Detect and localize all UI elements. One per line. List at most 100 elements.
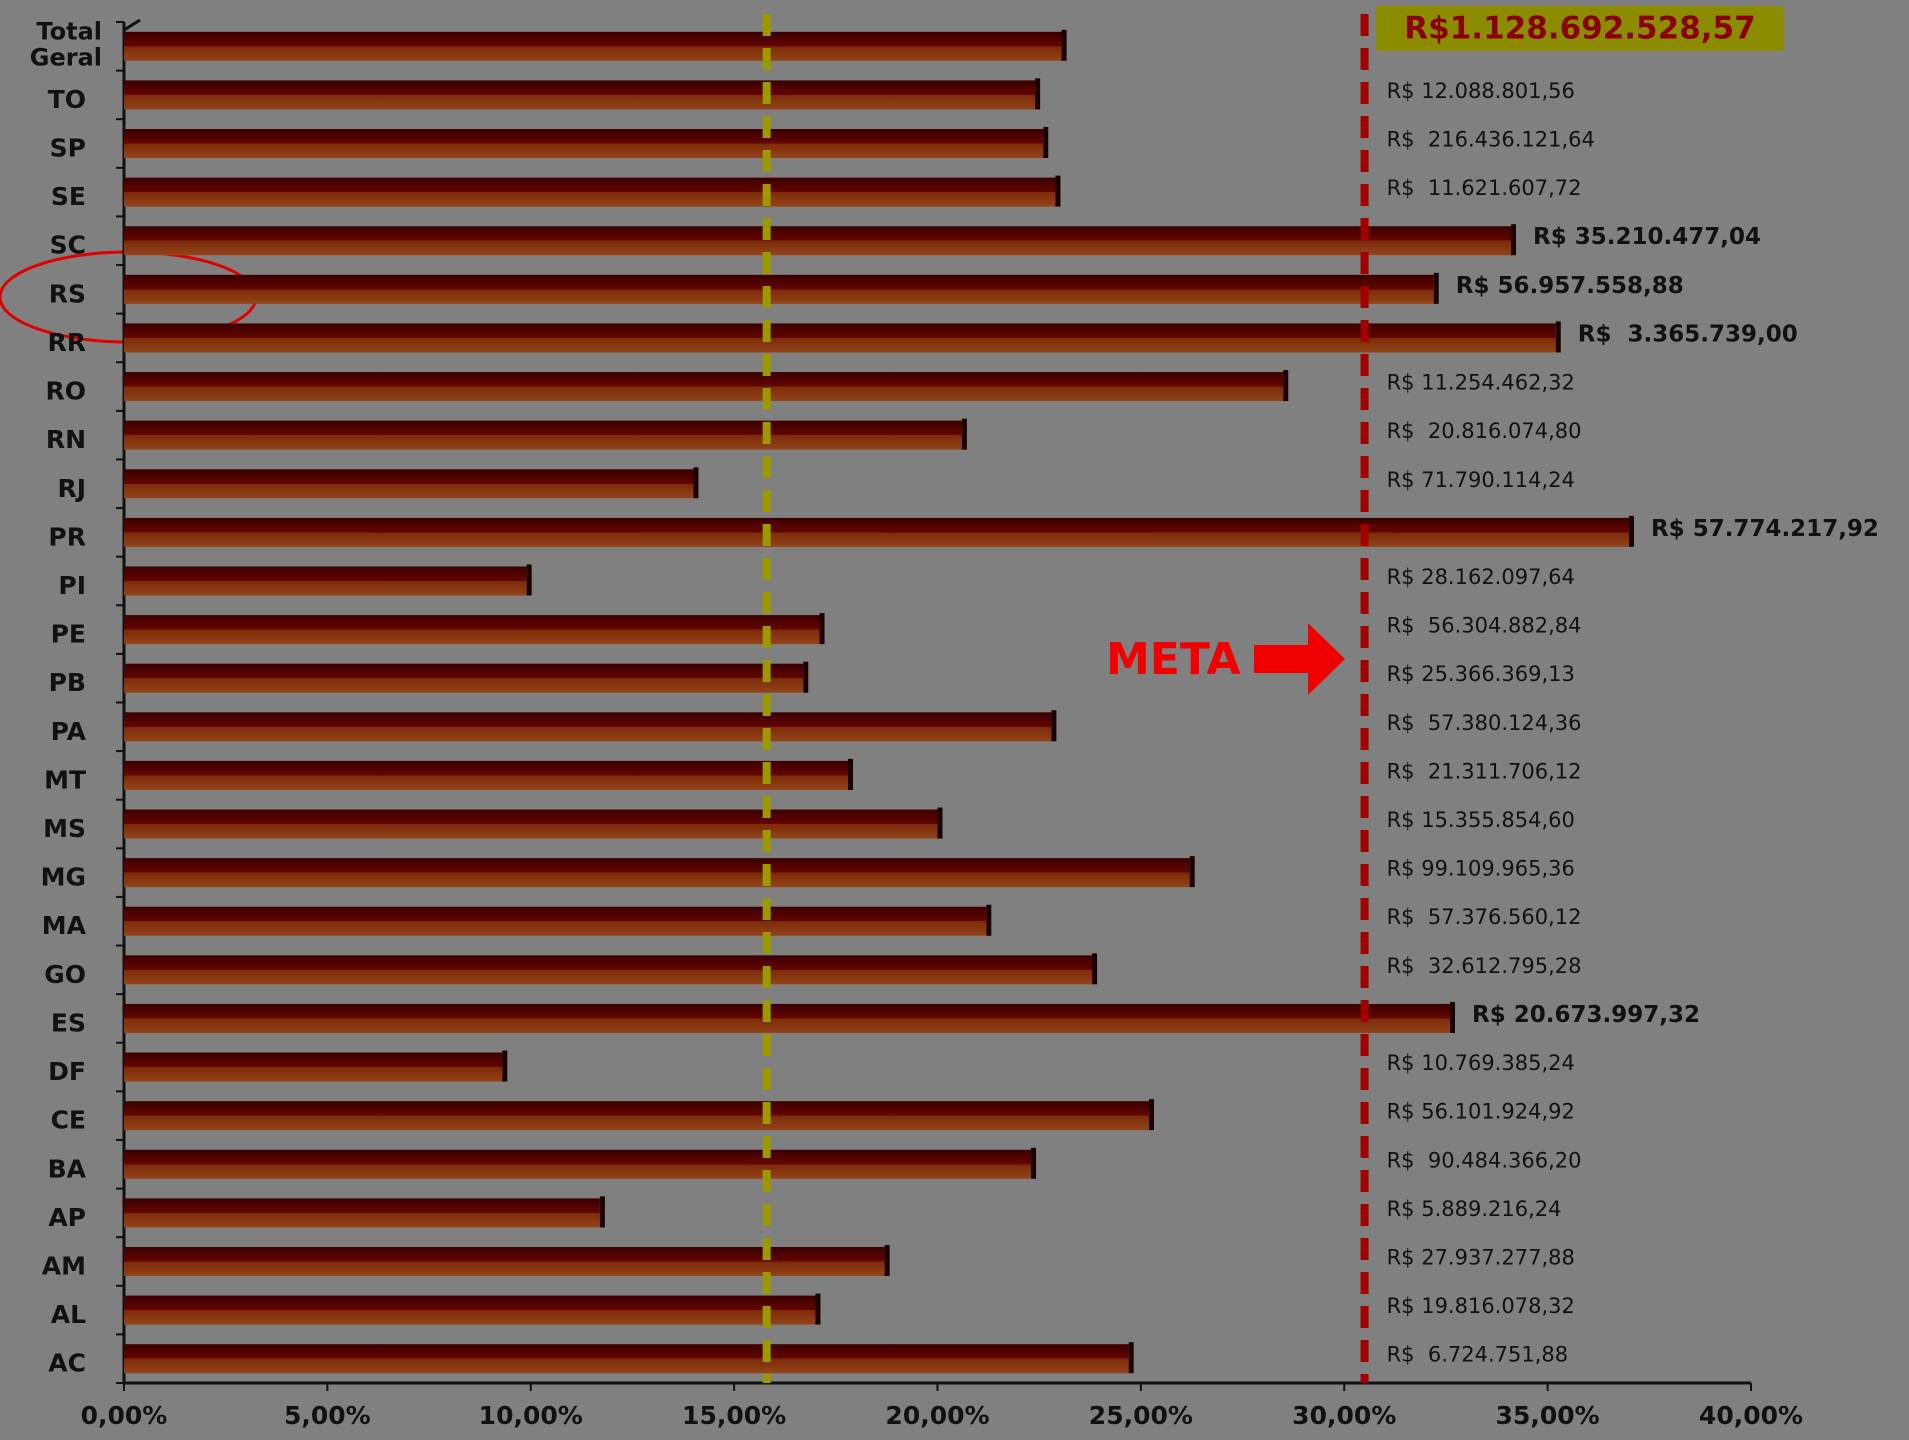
amount-label: R$ 25.366.369,13 xyxy=(1387,662,1575,686)
bar-cap xyxy=(1035,78,1041,110)
amount-label: R$ 57.774.217,92 xyxy=(1651,516,1879,542)
y-tick-label: MA xyxy=(42,911,87,940)
bar xyxy=(124,615,820,645)
amount-label: R$ 19.816.078,32 xyxy=(1387,1294,1575,1318)
y-tick-label: DF xyxy=(48,1057,86,1086)
y-tick-label: AM xyxy=(42,1251,86,1280)
bar xyxy=(124,955,1093,985)
bar xyxy=(124,420,962,450)
y-tick-label: AL xyxy=(51,1300,86,1329)
y-tick-label: RS xyxy=(49,279,86,308)
amount-label: R$ 11.254.462,32 xyxy=(1387,371,1575,395)
x-tick-label: 40,00% xyxy=(1699,1401,1803,1430)
bar-cap xyxy=(1092,953,1098,985)
amount-label: R$ 99.109.965,36 xyxy=(1387,857,1575,881)
meta-arrow xyxy=(1254,623,1345,695)
bar xyxy=(124,858,1190,888)
bar xyxy=(124,1003,1451,1033)
bar xyxy=(124,469,694,499)
bar-cap xyxy=(1450,1001,1456,1033)
amount-label: R$ 10.769.385,24 xyxy=(1387,1051,1575,1075)
y-tick-label: AC xyxy=(48,1349,86,1378)
y-tick-label: TO xyxy=(48,85,86,114)
amount-label: R$ 90.484.366,20 xyxy=(1387,1148,1582,1172)
bar-cap xyxy=(937,807,943,839)
amount-label: R$ 3.365.739,00 xyxy=(1578,321,1798,347)
amount-label: R$ 20.673.997,32 xyxy=(1472,1002,1700,1028)
bar xyxy=(124,809,938,839)
y-tick-label: ES xyxy=(51,1008,86,1037)
bar xyxy=(124,31,1062,61)
bar-cap xyxy=(986,904,992,936)
amount-label: R$ 57.380.124,36 xyxy=(1387,711,1582,735)
x-tick-label: 30,00% xyxy=(1292,1401,1396,1430)
bar-cap xyxy=(1149,1099,1155,1131)
amount-label: R$ 56.304.882,84 xyxy=(1387,614,1582,638)
bar-cap xyxy=(502,1050,508,1082)
y-tick-label: PB xyxy=(49,668,86,697)
y-tick-label: PR xyxy=(48,522,86,551)
y-tick-label: BA xyxy=(48,1154,87,1183)
bar-cap xyxy=(693,467,699,499)
y-tick-label: RR xyxy=(47,328,86,357)
bar xyxy=(124,517,1629,547)
bar xyxy=(124,1052,503,1082)
bar-cap xyxy=(848,758,854,790)
y-tick-label-line: Geral xyxy=(30,43,102,71)
y-tick-label: MT xyxy=(44,765,86,794)
y-tick-label: PI xyxy=(58,571,86,600)
x-tick-label: 10,00% xyxy=(479,1401,583,1430)
meta-label: META xyxy=(1106,634,1241,685)
amount-label: R$ 15.355.854,60 xyxy=(1387,808,1575,832)
bar xyxy=(124,566,527,596)
bar xyxy=(124,1295,816,1325)
bar-cap xyxy=(1055,175,1061,207)
bar xyxy=(124,1101,1150,1131)
bar-cap xyxy=(1283,370,1289,402)
y-tick-label-line: Total xyxy=(36,17,102,45)
total-label-box xyxy=(1376,6,1784,51)
bar xyxy=(124,80,1036,110)
y-tick-label: AP xyxy=(48,1203,86,1232)
bar-cap xyxy=(884,1244,890,1276)
x-tick-label: 15,00% xyxy=(682,1401,786,1430)
y-tick-label: PA xyxy=(51,717,87,746)
y-tick-label: MS xyxy=(43,814,86,843)
x-tick-label: 20,00% xyxy=(885,1401,989,1430)
amount-label: R$ 28.162.097,64 xyxy=(1387,565,1575,589)
y-tick-label: CE xyxy=(51,1106,86,1135)
bar-cap xyxy=(526,564,532,596)
bar-cap xyxy=(599,1196,605,1228)
bar-cap xyxy=(803,661,809,693)
bar-cap xyxy=(1061,29,1067,61)
bar xyxy=(124,1344,1129,1374)
amount-label: R$ 56.957.558,88 xyxy=(1456,273,1684,299)
y-tick-label: GO xyxy=(44,960,86,989)
bar xyxy=(124,274,1434,304)
bar-cap xyxy=(961,418,967,450)
bar xyxy=(124,129,1044,159)
y-tick-label: PE xyxy=(51,620,86,649)
amount-label: R$ 27.937.277,88 xyxy=(1387,1245,1575,1269)
amount-label: R$ 216.436.121,64 xyxy=(1387,128,1595,152)
bar xyxy=(124,1246,885,1276)
x-tick-label: 0,00% xyxy=(81,1401,168,1430)
bar xyxy=(124,663,804,693)
bar xyxy=(124,177,1056,207)
amount-label: R$ 32.612.795,28 xyxy=(1387,954,1582,978)
axis-top xyxy=(123,18,141,32)
bar xyxy=(124,1149,1032,1179)
y-tick-label: SC xyxy=(50,231,86,260)
amount-label: R$ 35.210.477,04 xyxy=(1533,224,1761,250)
amount-label: R$ 71.790.114,24 xyxy=(1387,468,1575,492)
bar xyxy=(124,372,1284,402)
x-tick-label: 5,00% xyxy=(284,1401,371,1430)
bar-cap xyxy=(1128,1342,1134,1374)
y-tick-label: SP xyxy=(50,134,86,163)
x-tick-label: 35,00% xyxy=(1496,1401,1600,1430)
x-tick-label: 25,00% xyxy=(1089,1401,1193,1430)
bar xyxy=(124,712,1052,742)
bar xyxy=(124,226,1512,256)
bar xyxy=(124,1198,600,1228)
bar-cap xyxy=(815,1293,821,1325)
